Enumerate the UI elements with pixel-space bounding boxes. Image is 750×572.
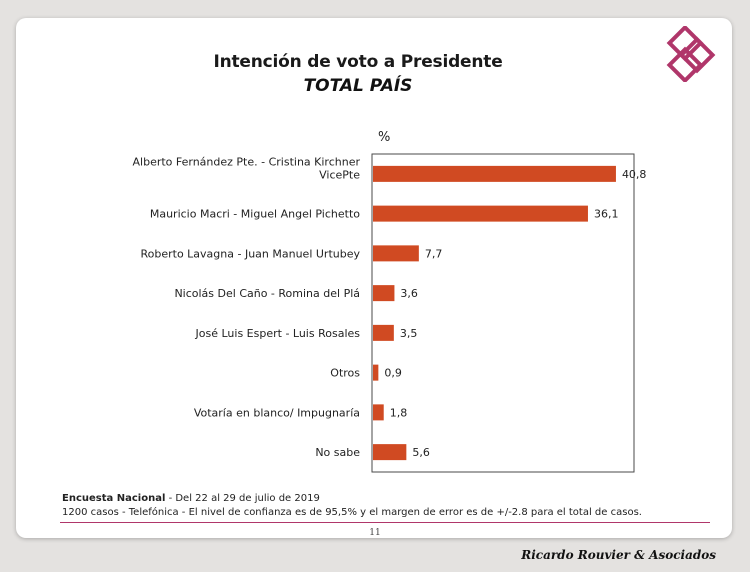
bar [373,285,395,302]
footer-source: Encuesta Nacional - Del 22 al 29 de juli… [62,493,320,504]
bar-value-label: 3,5 [400,327,418,340]
category-label: No sabe [315,446,360,459]
category-label: Otros [330,367,360,380]
category-label: Mauricio Macri - Miguel Angel Pichetto [150,208,360,221]
chart-subtitle: TOTAL PAÍS [303,76,413,96]
footer-methodology: 1200 casos - Telefónica - El nivel de co… [62,507,642,518]
bar-value-label: 40,8 [622,168,647,181]
brand-name: Ricardo Rouvier & Asociados [521,548,716,562]
chart-title: Intención de voto a Presidente [213,52,503,72]
category-label: VicePte [319,168,360,181]
plot-frame [371,153,635,473]
bar [373,245,419,262]
interlocked-diamond-logo-icon [666,26,716,82]
category-label: Alberto Fernández Pte. - Cristina Kirchn… [133,155,361,168]
bar-value-label: 0,9 [384,367,402,380]
footer-divider [60,522,710,523]
footer-source-bold: Encuesta Nacional [62,493,166,504]
category-label: Votaría en blanco/ Impugnaría [194,406,360,419]
bar [373,404,384,421]
bar-value-label: 36,1 [594,208,619,221]
category-label: José Luis Espert - Luis Rosales [195,327,361,340]
category-label: Roberto Lavagna - Juan Manuel Urtubey [140,247,360,260]
footer-source-rest: - Del 22 al 29 de julio de 2019 [165,493,320,504]
category-label: Nicolás Del Caño - Romina del Plá [174,287,360,300]
bar-value-label: 5,6 [412,446,430,459]
bar-value-label: 1,8 [390,406,408,419]
bar [373,364,379,381]
bar [373,205,588,222]
bar-value-label: 7,7 [425,247,443,260]
page-number: 11 [369,528,381,538]
bar [373,444,407,461]
unit-label: % [378,130,391,145]
bar [373,165,616,182]
bar [373,324,394,341]
bar-value-label: 3,6 [400,287,418,300]
